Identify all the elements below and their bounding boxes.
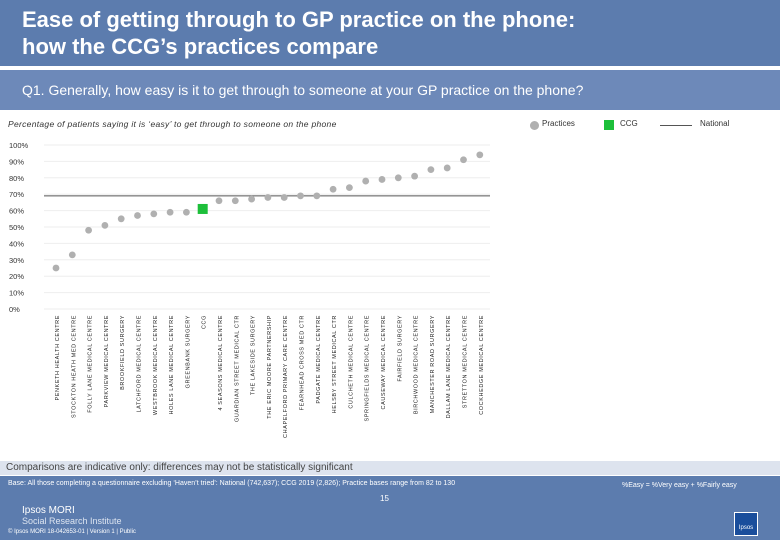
logo-name: Ipsos MORI bbox=[22, 505, 75, 516]
legend-ccg-label: CCG bbox=[620, 119, 638, 128]
ccg-marker bbox=[197, 203, 208, 214]
y-tick-label: 50% bbox=[9, 223, 24, 232]
x-tick-label: LATCHFORD MEDICAL CENTRE bbox=[137, 315, 143, 413]
x-tick-label: 4 SEASONS MEDICAL CENTRE bbox=[218, 315, 224, 411]
page-number: 15 bbox=[380, 494, 389, 503]
practice-point bbox=[460, 156, 467, 164]
y-tick-label: 90% bbox=[9, 157, 24, 166]
footer-bar: Base: All those completing a questionnai… bbox=[0, 476, 780, 540]
practice-point bbox=[183, 208, 190, 216]
x-tick-label: SPRINGFIELDS MEDICAL CENTRE bbox=[365, 315, 371, 421]
x-tick-label: WESTBROOK MEDICAL CENTRE bbox=[153, 315, 159, 415]
x-tick-label: BIRCHWOOD MEDICAL CENTRE bbox=[414, 315, 420, 414]
chart-subtitle: Percentage of patients saying it is ‘eas… bbox=[8, 119, 337, 129]
x-tick-label: COCKHEDGE MEDICAL CENTRE bbox=[479, 315, 485, 415]
x-tick-label: STOCKTON HEATH MED CENTRE bbox=[71, 315, 77, 418]
scatter-chart: 0% 10% 20% 30% 40% 50% 60% 70% 80% 90% 100% PENKETH… bbox=[9, 141, 490, 438]
legend-ccg-marker bbox=[604, 120, 614, 130]
practice-point bbox=[52, 264, 60, 272]
x-tick-label: DALLAM LANE MEDICAL CENTRE bbox=[446, 315, 452, 418]
y-tick-label: 100% bbox=[9, 141, 29, 150]
practice-point bbox=[215, 197, 223, 205]
practice-point bbox=[346, 184, 353, 192]
logo-subtitle: Social Research Institute bbox=[22, 516, 122, 526]
page-title: Ease of getting through to GP practice o… bbox=[22, 6, 762, 60]
title-line-2: how the CCG’s practices compare bbox=[22, 34, 379, 59]
y-tick-label: 10% bbox=[9, 289, 24, 298]
x-tick-label: PENKETH HEALTH CENTRE bbox=[55, 315, 61, 401]
disclaimer-text: Comparisons are indicative only: differe… bbox=[6, 462, 353, 473]
x-tick-label: CHAPELFORD PRIMARY CARE CENTRE bbox=[283, 315, 289, 438]
x-tick-label: THE LAKESIDE SURGERY bbox=[251, 315, 257, 395]
x-tick-label: MANCHESTER ROAD SURGERY bbox=[430, 315, 436, 413]
practice-point bbox=[68, 251, 76, 259]
practice-point bbox=[150, 210, 158, 218]
practice-point bbox=[297, 192, 304, 200]
x-tick-label: BROOKFIELD SURGERY bbox=[120, 315, 126, 390]
y-tick-label: 0% bbox=[9, 305, 20, 314]
x-tick-label: GREENBANK SURGERY bbox=[185, 315, 191, 388]
disclaimer-bar: Comparisons are indicative only: differe… bbox=[0, 461, 780, 475]
x-tick-label: CULCHETH MEDICAL CENTRE bbox=[348, 315, 354, 409]
practice-point bbox=[378, 176, 386, 183]
legend-national-line bbox=[660, 125, 692, 126]
question-text: Q1. Generally, how easy is it to get thr… bbox=[22, 82, 584, 98]
practice-point bbox=[443, 164, 451, 172]
x-tick-label: CCG bbox=[202, 315, 208, 329]
practice-point bbox=[166, 208, 174, 216]
practice-point bbox=[313, 192, 321, 200]
y-tick-label: 80% bbox=[9, 174, 24, 183]
y-tick-label: 60% bbox=[9, 207, 24, 216]
legend-practice-marker bbox=[530, 121, 539, 130]
x-tick-label: HELSBY STREET MEDICAL CTR bbox=[332, 315, 338, 413]
practice-point bbox=[264, 194, 272, 201]
y-tick-label: 40% bbox=[9, 239, 24, 248]
legend-national-label: National bbox=[700, 119, 730, 128]
question-bar: Q1. Generally, how easy is it to get thr… bbox=[0, 70, 780, 110]
copyright-text: © Ipsos MORI 18-042653-01 | Version 1 | … bbox=[8, 529, 136, 535]
chart-legend: Practices CCG National bbox=[0, 117, 780, 131]
base-note: Base: All those completing a questionnai… bbox=[8, 480, 456, 487]
title-bar: Ease of getting through to GP practice o… bbox=[0, 0, 780, 66]
practice-point bbox=[280, 194, 288, 201]
practice-point bbox=[85, 226, 92, 234]
y-tick-label: 30% bbox=[9, 256, 24, 265]
practice-point bbox=[411, 172, 418, 180]
practice-point bbox=[117, 215, 125, 223]
x-tick-label: HOLES LANE MEDICAL CENTRE bbox=[169, 315, 175, 414]
practice-point bbox=[394, 174, 402, 182]
practice-point bbox=[427, 166, 435, 173]
practice-point bbox=[134, 212, 141, 219]
ipsos-logo-icon: Ipsos bbox=[734, 512, 758, 536]
practice-point bbox=[248, 195, 256, 203]
x-tick-label: CAUSEWAY MEDICAL CENTRE bbox=[381, 315, 387, 409]
practice-point bbox=[231, 197, 239, 205]
title-line-1: Ease of getting through to GP practice o… bbox=[22, 7, 576, 32]
x-tick-label: PADGATE MEDICAL CENTRE bbox=[316, 315, 322, 404]
x-tick-label: THE ERIC MOORE PARTNERSHIP bbox=[267, 315, 273, 419]
legend-practices-label: Practices bbox=[542, 119, 575, 128]
practice-point bbox=[362, 177, 370, 185]
x-tick-label: GUARDIAN STREET MEDICAL CTR bbox=[234, 315, 240, 422]
practice-point bbox=[476, 151, 484, 159]
definition-note: %Easy = %Very easy + %Fairly easy bbox=[622, 482, 737, 489]
practice-point bbox=[329, 185, 337, 193]
y-tick-label: 20% bbox=[9, 272, 24, 281]
y-tick-label: 70% bbox=[9, 190, 24, 199]
x-tick-label: STRETTON MEDICAL CENTRE bbox=[463, 315, 469, 408]
x-tick-label: PARKVIEW MEDICAL CENTRE bbox=[104, 315, 110, 407]
x-tick-label: FOLLY LANE MEDICAL CENTRE bbox=[88, 315, 94, 413]
x-tick-label: FAIRFIELD SURGERY bbox=[397, 315, 403, 382]
x-tick-label: FEARNHEAD CROSS MED CTR bbox=[300, 315, 306, 410]
practice-point bbox=[101, 221, 109, 229]
